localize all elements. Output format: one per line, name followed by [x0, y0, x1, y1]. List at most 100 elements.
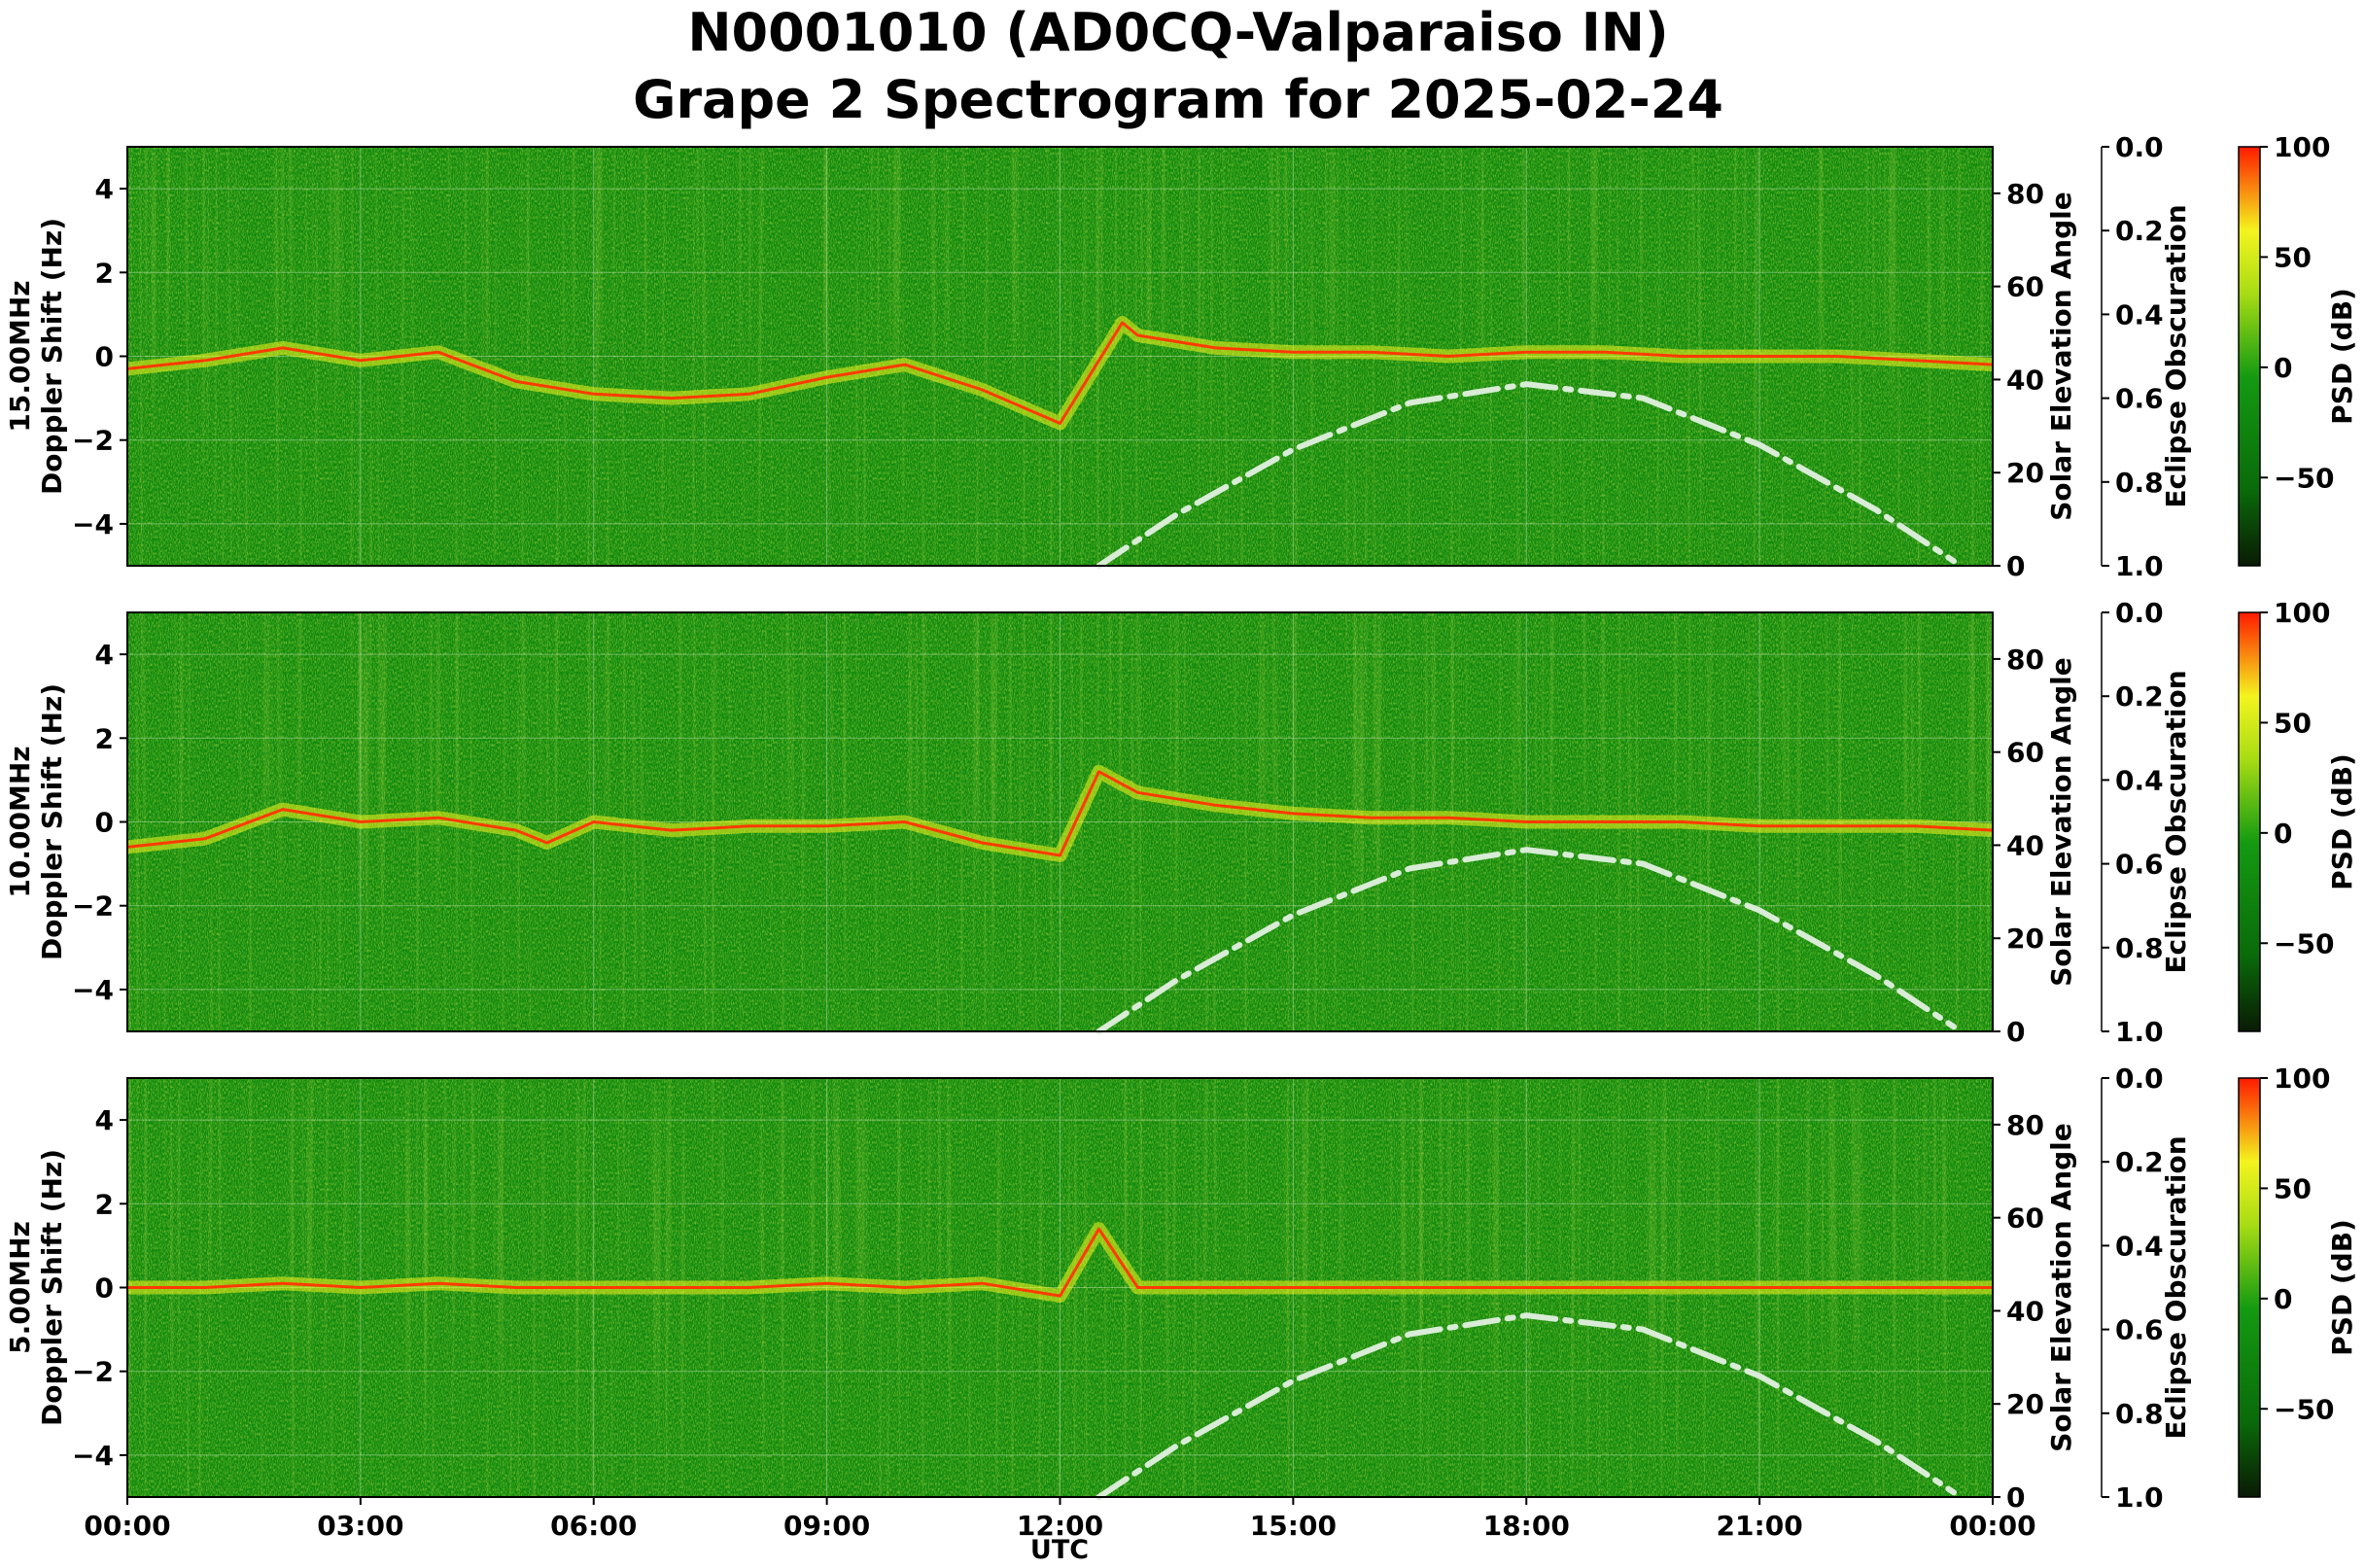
eclipse-tick-label: 0.4	[2115, 298, 2164, 331]
x-tick-label: 18:00	[1483, 1510, 1570, 1542]
x-tick-label: 06:00	[550, 1510, 637, 1542]
doppler-trace	[126, 770, 1994, 857]
chart-title-line2: Grape 2 Spectrogram for 2025-02-24	[633, 69, 1723, 130]
eclipse-tick-label: 1.0	[2115, 1481, 2164, 1514]
solar-elevation-curve	[1096, 1312, 1957, 1500]
chart-title-line1: N0001010 (AD0CQ-Valparaiso IN)	[687, 2, 1668, 63]
x-tick-label: 03:00	[317, 1510, 403, 1542]
y-tick-label: 0	[95, 341, 114, 373]
doppler-trace	[127, 1227, 1993, 1298]
eclipse-tick-label: 0.2	[2115, 1146, 2164, 1178]
eclipse-axis-label: Eclipse Obscuration	[2160, 670, 2192, 973]
panel-1: 420−2−415.00MHz Doppler Shift (Hz)8060402…	[4, 131, 2358, 582]
eclipse-tick-label: 0.0	[2115, 131, 2164, 163]
solar-tick-label: 40	[2006, 1295, 2044, 1327]
y-tick-label: 2	[95, 1188, 114, 1220]
eclipse-axis-label: Eclipse Obscuration	[2160, 1135, 2192, 1439]
eclipse-tick-label: 0.6	[2115, 849, 2164, 881]
colorbar-label: PSD (dB)	[2326, 288, 2358, 425]
x-tick-label: 00:00	[84, 1510, 170, 1542]
colorbar-label: PSD (dB)	[2326, 1219, 2358, 1356]
colorbar-tick-label: −50	[2274, 1393, 2334, 1425]
colorbar-tick-label: 100	[2274, 597, 2330, 629]
eclipse-tick-label: 0.2	[2115, 680, 2164, 713]
colorbar-tick-label: −50	[2274, 462, 2334, 494]
y-axis-label: Doppler Shift (Hz)	[36, 683, 68, 960]
solar-axis-label: Solar Elevation Angle	[2045, 657, 2077, 986]
colorbar-tick-label: 50	[2274, 707, 2312, 739]
frequency-label: 15.00MHz	[4, 280, 36, 432]
panel-3: 420−2−45.00MHz Doppler Shift (Hz)80604020…	[4, 1063, 2358, 1514]
panel-2: 420−2−410.00MHz Doppler Shift (Hz)8060402…	[4, 597, 2358, 1048]
x-tick-label: 09:00	[783, 1510, 870, 1542]
eclipse-tick-label: 0.0	[2115, 597, 2164, 629]
solar-elevation-curve	[1096, 381, 1957, 569]
doppler-trace	[126, 321, 1994, 425]
y-tick-label: −2	[72, 890, 114, 923]
eclipse-tick-label: 0.8	[2115, 467, 2164, 499]
eclipse-tick-label: 0.8	[2115, 932, 2164, 964]
solar-axis-label: Solar Elevation Angle	[2045, 1123, 2077, 1451]
colorbar-tick-label: 0	[2274, 352, 2292, 384]
solar-tick-label: 40	[2006, 829, 2044, 861]
colorbar-tick-label: 50	[2274, 1172, 2312, 1204]
y-tick-label: −4	[72, 974, 114, 1006]
y-tick-label: −2	[72, 1356, 114, 1388]
solar-tick-label: 80	[2006, 644, 2044, 676]
solar-tick-label: 40	[2006, 364, 2044, 396]
eclipse-tick-label: 1.0	[2115, 550, 2164, 582]
frequency-label: 10.00MHz	[4, 746, 36, 897]
y-tick-label: 4	[95, 1104, 114, 1136]
colorbar-tick-label: 0	[2274, 1283, 2292, 1315]
solar-elevation-curve	[1096, 847, 1957, 1034]
y-tick-label: 4	[95, 173, 114, 205]
colorbar-tick-label: 100	[2274, 1063, 2330, 1095]
x-axis: 00:00 03:00 06:00 09:00 12:00 15:00 18:00 21:00…	[84, 1497, 2036, 1542]
y-tick-label: −2	[72, 425, 114, 457]
frequency-label: 5.00MHz	[4, 1221, 36, 1354]
colorbar	[2238, 611, 2261, 1032]
eclipse-tick-label: 0.8	[2115, 1398, 2164, 1430]
solar-tick-label: 0	[2006, 1481, 2025, 1514]
solar-tick-label: 20	[2006, 1388, 2044, 1420]
panels-container: 420−2−415.00MHz Doppler Shift (Hz)8060402…	[4, 131, 2358, 1514]
x-tick-label: 00:00	[1949, 1510, 2035, 1542]
colorbar-tick-label: −50	[2274, 927, 2334, 959]
y-tick-label: 2	[95, 722, 114, 754]
solar-tick-label: 60	[2006, 271, 2044, 303]
x-tick-label: 15:00	[1250, 1510, 1337, 1542]
solar-tick-label: 60	[2006, 737, 2044, 769]
eclipse-tick-label: 0.4	[2115, 764, 2164, 796]
eclipse-tick-label: 0.0	[2115, 1063, 2164, 1095]
solar-axis-label: Solar Elevation Angle	[2045, 192, 2077, 520]
eclipse-tick-label: 0.2	[2115, 215, 2164, 247]
y-tick-label: 2	[95, 257, 114, 289]
colorbar-label: PSD (dB)	[2326, 753, 2358, 890]
solar-tick-label: 60	[2006, 1202, 2044, 1235]
y-axis-label: Doppler Shift (Hz)	[36, 218, 68, 495]
eclipse-tick-label: 0.6	[2115, 383, 2164, 415]
eclipse-tick-label: 1.0	[2115, 1016, 2164, 1048]
solar-tick-label: 0	[2006, 550, 2025, 582]
colorbar-tick-label: 100	[2274, 131, 2330, 163]
solar-tick-label: 20	[2006, 457, 2044, 489]
eclipse-tick-label: 0.4	[2115, 1230, 2164, 1262]
colorbar	[2238, 1077, 2261, 1498]
y-tick-label: 0	[95, 807, 114, 839]
x-axis-label: UTC	[1030, 1535, 1089, 1565]
y-tick-label: −4	[72, 1440, 114, 1472]
solar-tick-label: 80	[2006, 1109, 2044, 1141]
y-axis-label: Doppler Shift (Hz)	[36, 1149, 68, 1426]
eclipse-axis-label: Eclipse Obscuration	[2160, 204, 2192, 507]
y-tick-label: 0	[95, 1272, 114, 1305]
eclipse-tick-label: 0.6	[2115, 1314, 2164, 1346]
solar-tick-label: 0	[2006, 1016, 2025, 1048]
x-tick-label: 12:00	[1017, 1510, 1103, 1542]
colorbar	[2238, 146, 2261, 567]
solar-tick-label: 80	[2006, 178, 2044, 210]
colorbar-tick-label: 0	[2274, 818, 2292, 850]
y-tick-label: 4	[95, 639, 114, 671]
solar-tick-label: 20	[2006, 923, 2044, 955]
y-tick-label: −4	[72, 508, 114, 540]
